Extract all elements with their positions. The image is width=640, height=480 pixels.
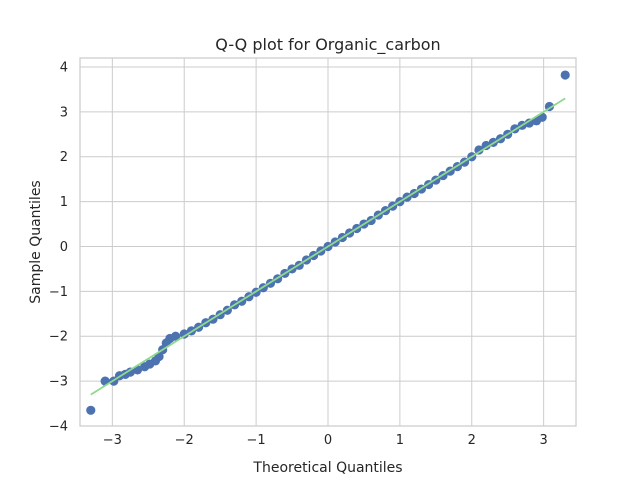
- x-tick-label: −1: [247, 433, 266, 448]
- y-tick-label: −2: [49, 330, 68, 345]
- x-axis-label: Theoretical Quantiles: [252, 460, 402, 476]
- x-tick-label: 2: [468, 433, 476, 448]
- y-tick-label: −1: [49, 285, 68, 300]
- reference-line: [90, 97, 566, 396]
- data-point: [474, 145, 484, 155]
- x-tick-label: 0: [324, 433, 332, 448]
- chart-title: Q-Q plot for Organic_carbon: [215, 35, 440, 55]
- grid-layer: [80, 58, 576, 427]
- data-point: [524, 118, 534, 128]
- y-tick-label: 1: [60, 195, 68, 210]
- y-axis-label: Sample Quantiles: [28, 180, 44, 303]
- x-tick-labels: −3 −2 −1 0 1 2 3: [103, 433, 548, 448]
- data-point: [481, 140, 491, 151]
- y-tick-label: 4: [60, 60, 68, 75]
- x-tick-label: 1: [396, 433, 404, 448]
- data-point: [86, 405, 96, 415]
- reference-line-layer: [90, 97, 566, 396]
- data-point: [171, 331, 181, 341]
- y-tick-label: 2: [60, 150, 68, 165]
- data-point: [560, 70, 570, 80]
- x-tick-label: −3: [103, 433, 122, 448]
- x-tick-label: 3: [540, 433, 548, 448]
- y-tick-labels: −4 −3 −2 −1 0 1 2 3 4: [49, 60, 68, 434]
- y-tick-label: 3: [60, 105, 68, 120]
- y-tick-label: 0: [60, 240, 68, 255]
- y-tick-label: −3: [49, 375, 68, 390]
- y-tick-label: −4: [49, 420, 68, 435]
- data-point: [179, 329, 189, 339]
- x-tick-label: −2: [175, 433, 194, 448]
- plot-frame: [79, 57, 577, 427]
- data-point: [125, 367, 135, 377]
